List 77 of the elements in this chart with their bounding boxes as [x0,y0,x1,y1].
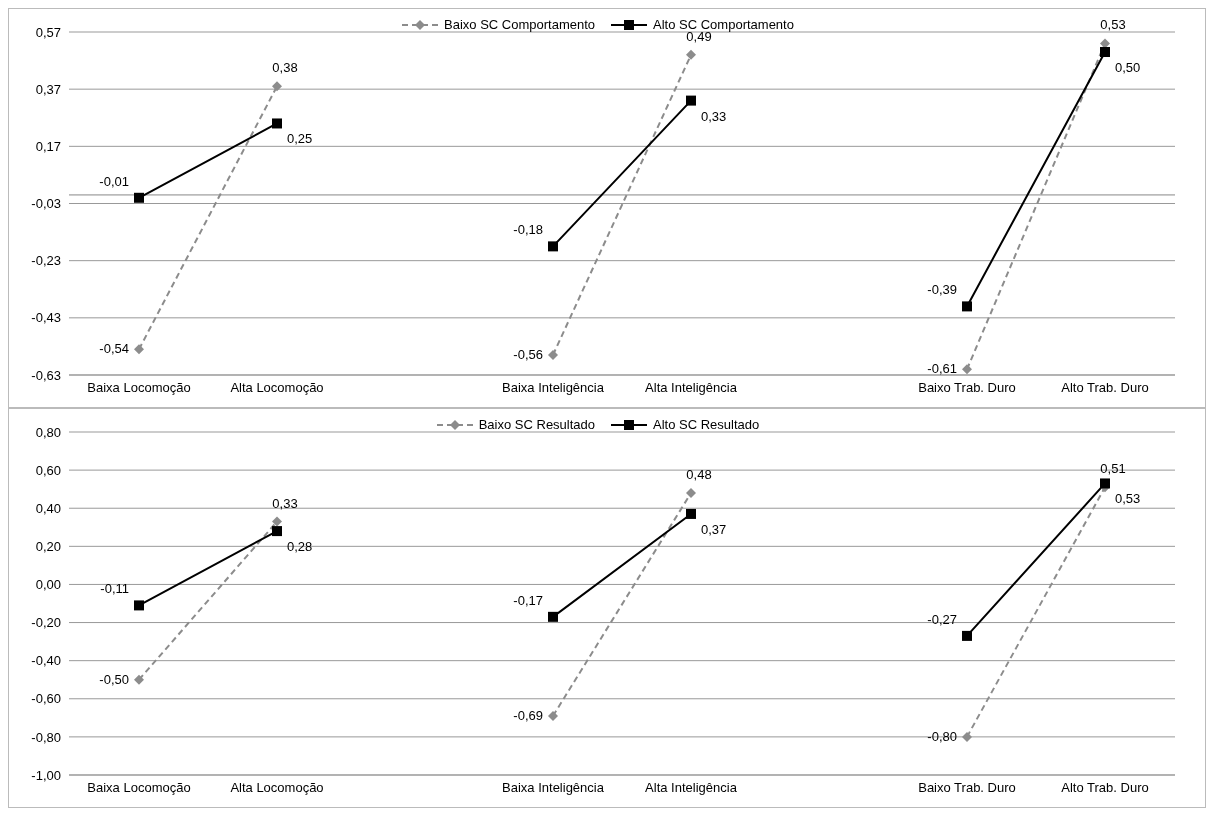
x-tick-label: Alto Trab. Duro [1061,780,1149,796]
point [272,81,282,92]
x-tick-label: Baixo Trab. Duro [918,780,1016,796]
point [548,611,558,622]
data-label: 0,50 [1115,60,1141,76]
data-label: 0,33 [272,495,298,511]
point [272,526,282,537]
x-tick-label: Alta Inteligência [645,380,738,396]
data-label: 0,33 [701,108,727,124]
y-tick-label: -0,23 [31,253,61,269]
point [962,364,972,375]
point [1100,478,1110,489]
point [548,349,558,360]
data-label: 0,53 [1115,491,1141,507]
y-tick-label: -0,03 [31,196,61,212]
legend-label: Baixo SC Comportamento [444,17,596,32]
data-label: -0,80 [927,728,957,744]
y-tick-label: 0,60 [35,462,61,478]
y-tick-label: -0,60 [31,691,61,707]
y-tick-label: 0,00 [35,577,61,593]
y-tick-label: 0,40 [35,500,61,516]
point [686,49,696,60]
point [962,301,972,312]
x-tick-label: Baixa Locomoção [87,380,191,396]
point [272,516,282,527]
y-tick-label: -0,80 [31,729,61,745]
data-label: 0,53 [1100,17,1126,33]
x-tick-label: Baixa Locomoção [87,780,191,796]
data-label: -0,01 [99,173,129,189]
y-tick-label: -0,40 [31,653,61,669]
data-label: -0,56 [513,346,543,362]
y-tick-label: 0,37 [35,81,61,97]
data-label: -0,61 [927,361,957,377]
y-tick-label: 0,20 [35,538,61,554]
y-tick-label: 0,17 [35,138,61,154]
data-label: 0,37 [701,521,727,537]
data-label: 0,38 [272,60,298,76]
y-tick-label: -0,43 [31,310,61,326]
x-tick-label: Alto Trab. Duro [1061,380,1149,396]
y-tick-label: -0,20 [31,615,61,631]
legend-label: Alto SC Resultado [653,417,760,432]
data-label: -0,27 [927,611,957,627]
x-tick-label: Baixo Trab. Duro [918,380,1016,396]
data-label: -0,39 [927,282,957,298]
y-tick-label: -1,00 [31,767,61,783]
point [686,487,696,498]
point [548,241,558,252]
point [686,508,696,519]
point [962,731,972,742]
point [134,192,144,203]
point [134,600,144,611]
y-tick-label: 0,80 [35,424,61,440]
x-tick-label: Baixa Inteligência [502,780,605,796]
point [134,344,144,355]
y-tick-label: -0,63 [31,367,61,383]
data-label: -0,50 [99,671,129,687]
point [134,674,144,685]
y-tick-label: 0,57 [35,24,61,40]
data-label: 0,51 [1100,461,1126,477]
x-tick-label: Alta Locomoção [230,780,324,796]
data-label: 0,28 [287,539,313,555]
data-label: -0,17 [513,592,543,608]
x-tick-label: Alta Inteligência [645,780,738,796]
point [686,95,696,106]
x-tick-label: Baixa Inteligência [502,380,605,396]
data-label: 0,25 [287,131,313,147]
point [962,630,972,641]
x-tick-label: Alta Locomoção [230,380,324,396]
point [272,118,282,129]
data-label: -0,54 [99,341,129,357]
data-label: -0,11 [100,581,129,597]
legend-label: Baixo SC Resultado [478,417,596,432]
data-label: 0,48 [686,466,712,482]
data-label: -0,18 [513,222,543,238]
point [548,710,558,721]
data-label: -0,69 [513,707,543,723]
point [1100,47,1110,58]
